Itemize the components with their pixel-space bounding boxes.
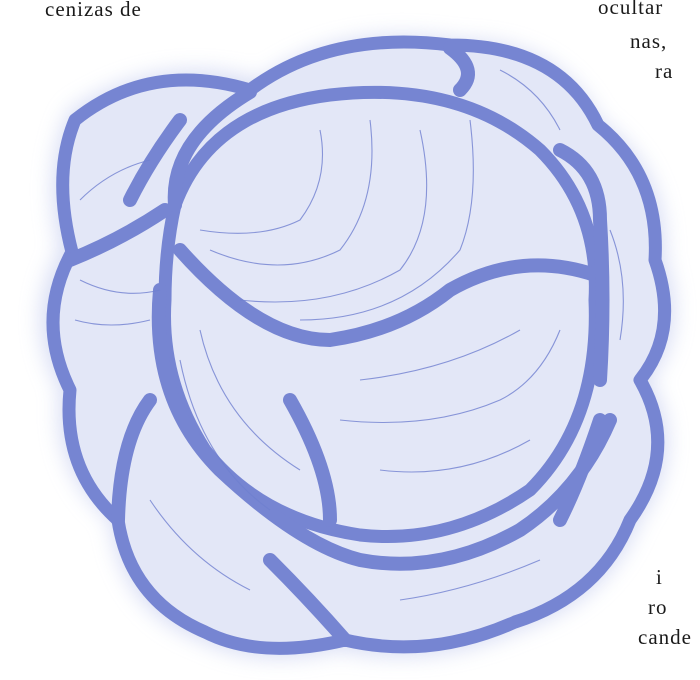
text-fragment: nas, bbox=[630, 29, 667, 53]
text-fragments: cenizas de ocultar nas, ra i ro cande bbox=[45, 0, 692, 649]
text-fragment: i bbox=[656, 565, 663, 589]
text-fragment: cande bbox=[638, 625, 692, 649]
text-fragment: ro bbox=[648, 595, 668, 619]
cabbage-illustration bbox=[40, 35, 675, 658]
text-fragment: ra bbox=[655, 59, 673, 83]
text-fragment: ocultar bbox=[598, 0, 663, 19]
text-fragment: cenizas de bbox=[45, 0, 142, 21]
